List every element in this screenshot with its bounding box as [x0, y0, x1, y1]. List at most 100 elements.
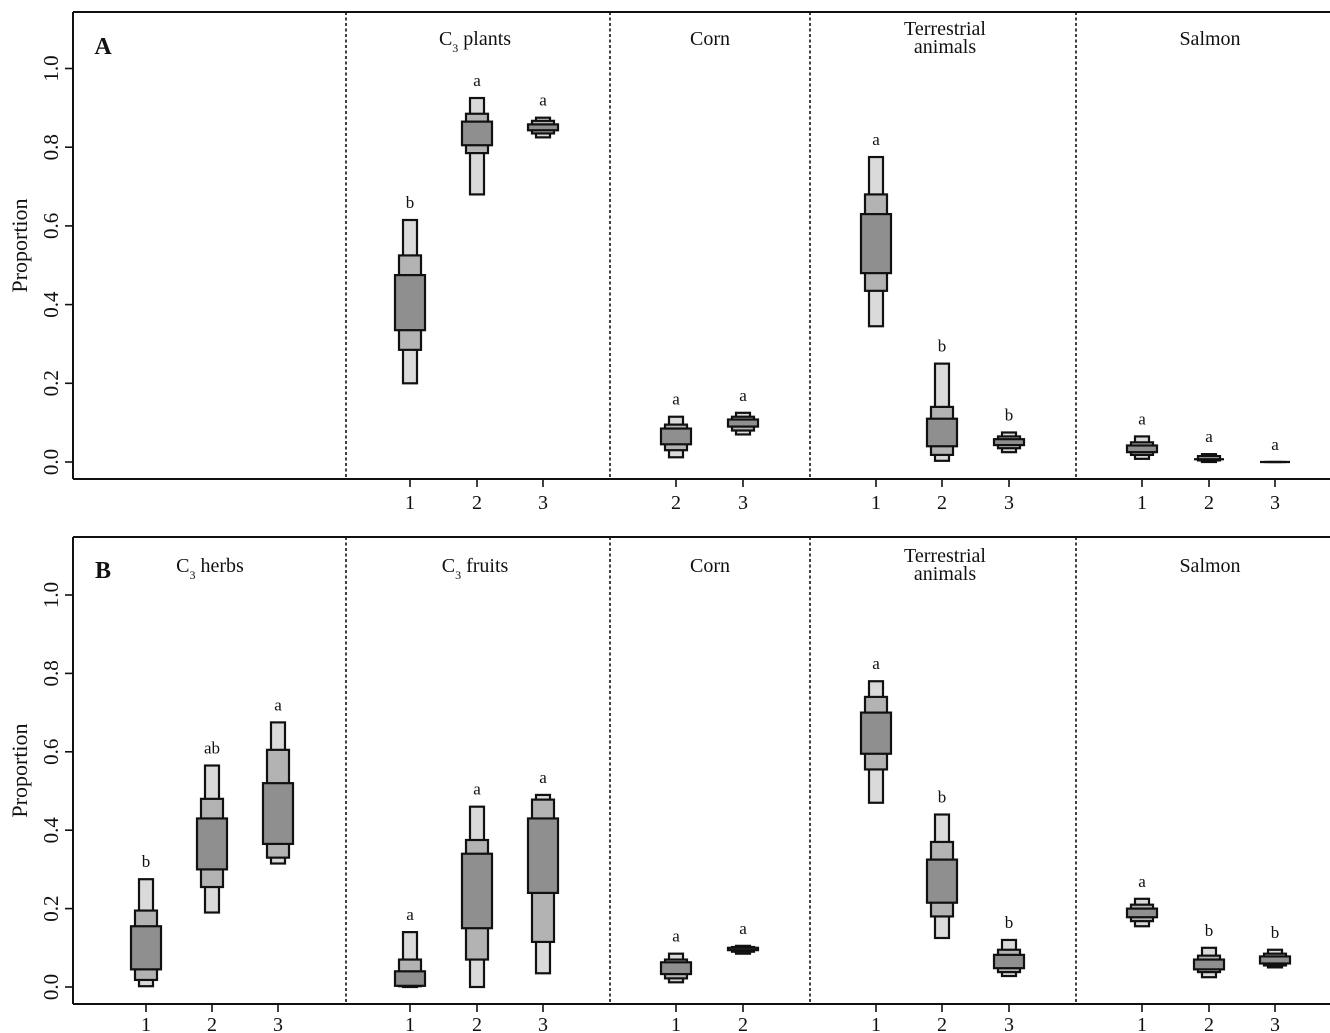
significance-letter: b: [1005, 913, 1014, 932]
significance-letter: a: [539, 91, 547, 110]
x-tick-label: 2: [738, 1014, 748, 1033]
y-tick-label: 0.8: [39, 660, 63, 686]
box-inner-range: [726, 946, 760, 952]
significance-letter: a: [274, 695, 282, 714]
x-tick-label: 1: [1137, 492, 1147, 514]
group-title: C3 plants: [439, 28, 511, 55]
significance-letter: a: [406, 905, 414, 924]
group-title: Salmon: [1179, 28, 1240, 50]
y-tick-label: 0.8: [39, 134, 63, 160]
x-tick-label: 3: [1270, 1014, 1280, 1033]
significance-letter: a: [872, 654, 880, 673]
group-title: Terrestrial: [904, 18, 986, 40]
box-inner-range: [925, 858, 959, 904]
y-tick-label: 0.4: [39, 817, 63, 844]
x-tick-label: 1: [871, 492, 881, 514]
x-tick-label: 3: [538, 1014, 548, 1033]
box-inner-range: [393, 970, 427, 987]
y-tick-label: 0.6: [39, 213, 63, 239]
box-inner-range: [393, 273, 427, 332]
x-tick-label: 3: [1270, 492, 1280, 514]
panel-letter: B: [95, 558, 111, 584]
y-tick-label: 0.6: [39, 739, 63, 765]
group-title: C3 herbs: [176, 555, 244, 582]
significance-letter: b: [142, 852, 151, 871]
box-inner-range: [659, 427, 693, 446]
box-inner-range: [129, 925, 163, 971]
group-title: animals: [914, 563, 976, 585]
x-tick-label: 3: [1004, 1014, 1014, 1033]
significance-letter: a: [539, 768, 547, 787]
box-inner-range: [859, 212, 893, 275]
box-inner-range: [992, 438, 1026, 447]
panel-letter: A: [94, 34, 112, 60]
significance-letter: b: [938, 337, 947, 356]
y-axis-label: Proportion: [7, 198, 32, 292]
x-tick-label: 1: [405, 1014, 415, 1033]
significance-letter: a: [473, 780, 481, 799]
significance-letter: a: [1205, 427, 1213, 446]
significance-letter: a: [672, 927, 680, 946]
box-inner-range: [1125, 907, 1159, 919]
y-tick-label: 0.2: [39, 895, 63, 921]
box-inner-range: [526, 123, 560, 132]
significance-letter: a: [739, 919, 747, 938]
x-tick-label: 2: [937, 492, 947, 514]
significance-letter: b: [406, 193, 415, 212]
significance-letter: b: [1271, 923, 1280, 942]
y-tick-label: 0.0: [39, 449, 63, 475]
x-tick-label: 2: [937, 1014, 947, 1033]
box-inner-range: [261, 782, 295, 846]
x-tick-label: 3: [738, 492, 748, 514]
y-tick-label: 0.4: [39, 291, 63, 318]
significance-letter: a: [739, 386, 747, 405]
y-axis-label: Proportion: [7, 723, 32, 817]
box-inner-range: [925, 417, 959, 448]
group-title: C3 fruits: [442, 555, 509, 582]
significance-letter: a: [672, 390, 680, 409]
group-title: animals: [914, 36, 976, 58]
significance-letter: b: [1205, 921, 1214, 940]
box-inner-range: [659, 961, 693, 976]
group-title: Corn: [690, 28, 730, 50]
box-inner-range: [1125, 444, 1159, 454]
y-tick-label: 0.2: [39, 370, 63, 396]
significance-letter: a: [1138, 409, 1146, 428]
panel-b: 0.0 0.2 0.4 0.6 0.8 1.0 Proportion B C3 herbs 1 b 2…: [7, 536, 1330, 1033]
group-title: Salmon: [1179, 555, 1240, 577]
box-inner-range: [992, 953, 1026, 970]
x-tick-label: 1: [871, 1014, 881, 1033]
significance-letter: a: [872, 130, 880, 149]
significance-letter: a: [1138, 872, 1146, 891]
box-inner-range: [859, 711, 893, 755]
box-inner-range: [195, 817, 229, 871]
x-tick-label: 3: [538, 492, 548, 514]
group-title: Corn: [690, 555, 730, 577]
significance-letter: b: [1005, 405, 1014, 424]
group-title: Terrestrial: [904, 545, 986, 567]
box-inner-range: [1258, 955, 1292, 965]
x-tick-label: 2: [472, 1014, 482, 1033]
significance-letter: a: [1271, 435, 1279, 454]
x-tick-label: 1: [671, 1014, 681, 1033]
panel-a: 0.0 0.2 0.4 0.6 0.8 1.0 Proportion A C3 plants 1 b…: [7, 11, 1330, 514]
box-inner-range: [1192, 958, 1226, 971]
x-tick-label: 2: [671, 492, 681, 514]
x-tick-label: 2: [472, 492, 482, 514]
x-tick-label: 2: [1204, 1014, 1214, 1033]
x-tick-label: 3: [1004, 492, 1014, 514]
y-tick-label: 1.0: [39, 55, 63, 81]
x-tick-label: 1: [405, 492, 415, 514]
significance-letter: ab: [204, 739, 220, 758]
y-tick-label: 0.0: [39, 974, 63, 1000]
x-tick-label: 2: [1204, 492, 1214, 514]
x-tick-label: 3: [273, 1014, 283, 1033]
x-tick-label: 1: [1137, 1014, 1147, 1033]
x-tick-label: 2: [207, 1014, 217, 1033]
box-inner-range: [460, 852, 494, 930]
y-tick-label: 1.0: [39, 582, 63, 608]
box-inner-range: [726, 418, 760, 428]
box-inner-range: [526, 817, 560, 895]
significance-letter: b: [938, 788, 947, 807]
